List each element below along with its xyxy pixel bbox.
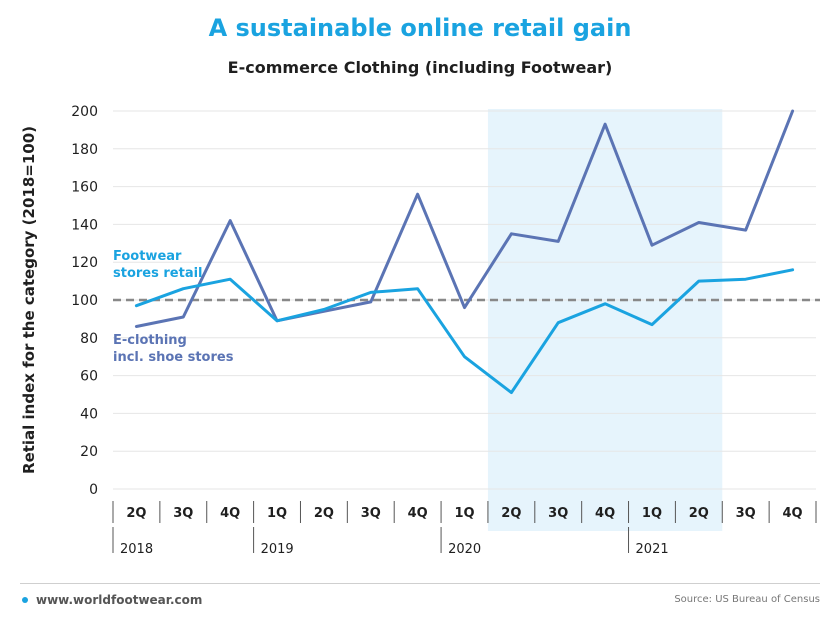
series-label-eclothing: incl. shoe stores [113,350,234,365]
series-labels-group: E-clothing incl. shoe stores Footwear store… [113,249,234,365]
data-point [744,229,747,231]
series-label-eclothing: E-clothing [113,333,187,348]
footer-source: Source: US Bureau of Census [674,594,820,605]
data-point [182,287,185,290]
data-point [276,319,278,322]
data-point [557,240,560,243]
data-point [369,291,372,294]
x-tick-label: 4Q [220,506,240,521]
x-tick-label: 3Q [173,506,193,521]
data-point [229,278,231,281]
y-tick-label: 120 [71,255,98,271]
data-point [744,278,747,281]
year-label: 2019 [261,542,294,557]
y-tick-labels-group: 0 20 40 60 80 100 120 140 160 180 200 [71,104,98,498]
data-point [651,323,653,326]
series-label-footwear: stores retail [113,266,203,281]
data-point [323,308,325,311]
data-point [229,219,231,222]
y-tick-label: 40 [80,406,98,422]
x-axis-group: 2Q 3Q 4Q 1Q 2Q 3Q 4Q 1Q 2Q 3Q 4Q 1Q 2Q 3Q 4Q 2018 2019 20… [112,501,817,557]
data-point [463,306,466,309]
x-tick-label: 3Q [548,506,568,521]
x-tick-label: 2Q [689,506,709,521]
data-point [604,302,606,305]
data-point [791,110,794,112]
data-point [416,287,419,290]
data-point [135,304,138,307]
data-point [463,355,466,358]
year-label: 2020 [448,542,481,557]
data-point [698,221,700,224]
series-label-footwear: Footwear [113,249,182,264]
x-tick-label: 1Q [642,506,662,521]
y-tick-label: 140 [71,217,98,233]
footer-divider [20,583,820,584]
data-point [791,268,794,271]
data-point [698,280,700,282]
data-point [604,123,606,126]
bullet-dot-icon [22,596,28,603]
year-label: 2021 [636,542,669,557]
series-group [134,109,795,395]
footer-site-text: www.worldfootwear.com [36,593,203,607]
chart-title: A sustainable online retail gain [208,14,632,42]
x-tick-label: 4Q [783,506,803,521]
y-tick-label: 60 [80,369,98,385]
y-tick-label: 20 [80,444,98,460]
highlight-region-group [487,109,723,531]
data-point [510,233,513,235]
data-point [369,301,372,303]
y-axis-title: Retial index for the category (2018=100) [20,126,38,474]
x-tick-label: 3Q [736,506,756,521]
x-tick-label: 4Q [595,506,615,521]
x-tick-label: 3Q [361,506,381,521]
chart-subtitle: E-commerce Clothing (including Footwear) [227,58,613,77]
data-point [416,193,419,195]
x-tick-label: 4Q [408,506,428,521]
data-point [510,391,513,394]
data-point [182,316,185,318]
highlight-band [487,109,723,531]
y-tick-label: 160 [71,180,98,196]
data-point [135,325,138,328]
y-tick-label: 100 [71,293,98,309]
x-tick-label: 2Q [126,506,146,521]
x-tick-label: 2Q [501,506,521,521]
x-tick-label: 1Q [454,506,474,521]
data-point [557,321,560,324]
footer-site[interactable]: www.worldfootwear.com [22,593,202,607]
x-tick-label: 1Q [267,506,287,521]
y-tick-label: 80 [80,331,98,347]
year-label: 2018 [120,542,153,557]
y-tick-label: 200 [71,104,98,120]
data-point [651,244,653,246]
y-tick-label: 180 [71,142,98,158]
x-tick-label: 2Q [314,506,334,521]
y-tick-label: 0 [89,482,98,498]
